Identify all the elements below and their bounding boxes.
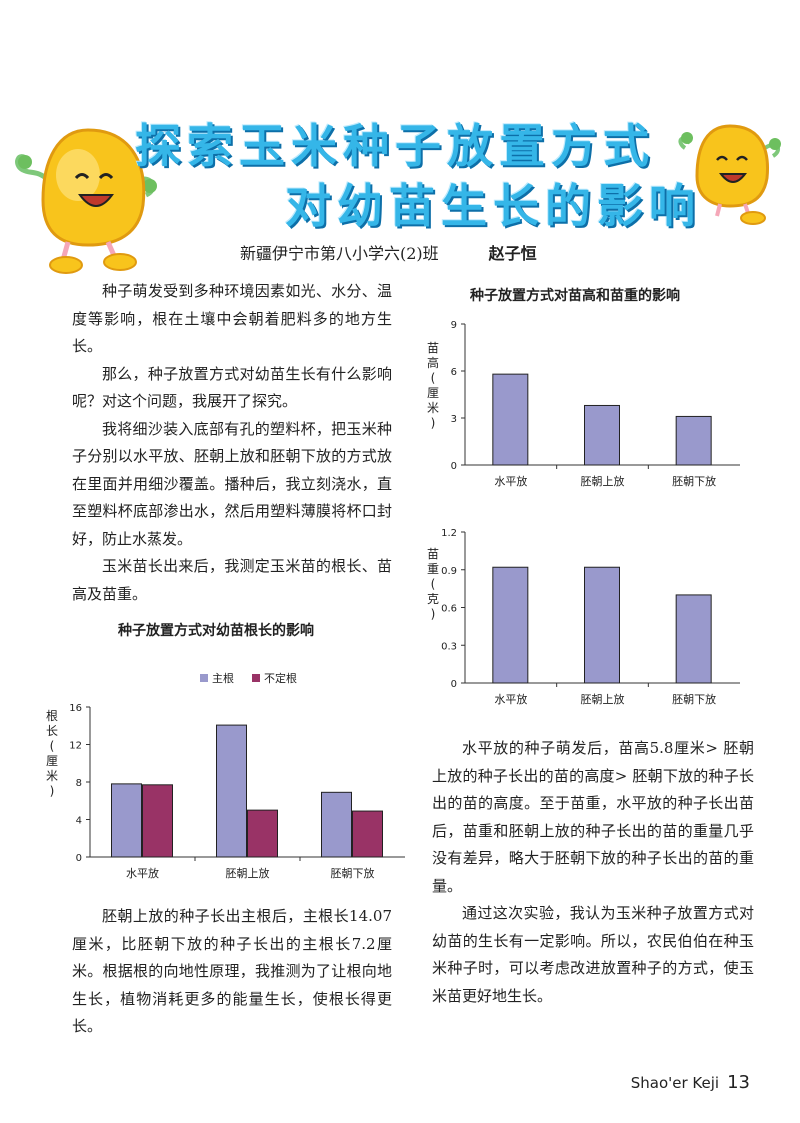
legend-swatch [200, 674, 208, 682]
bar [584, 404, 620, 466]
chart-seedling-height: 0 3 6 9 苗高(厘米) 水平放 胚朝上放 胚朝下放 [427, 320, 740, 488]
y-axis-label: 苗 [427, 341, 439, 355]
x-tick-label: 胚朝上放 [226, 866, 270, 880]
y-axis-label: ) [50, 784, 55, 798]
byline: 新疆伊宁市第八小学六(2)班 赵子恒 [240, 240, 537, 264]
title-line-2: 对幼苗生长的影响 [285, 179, 701, 233]
y-axis-label: 厘 [46, 754, 58, 768]
y-axis-label: 高 [427, 355, 439, 370]
y-tick-label: 9 [451, 320, 457, 331]
paragraph: 我将细沙装入底部有孔的塑料杯，把玉米种子分别以水平放、胚朝上放和胚朝下放的方式放… [72, 419, 392, 548]
bar [247, 809, 278, 858]
legend-label: 主根 [212, 671, 234, 685]
y-axis-label: 根 [46, 709, 58, 723]
right-column-text: 水平放的种子萌发后，苗高5.8厘米> 胚朝上放的种子长出的苗的高度> 胚朝下放的… [432, 735, 754, 1010]
y-tick-label: 16 [69, 703, 82, 714]
chart-title-root-length: 种子放置方式对幼苗根长的影响 [118, 623, 314, 639]
bar [352, 810, 383, 858]
paragraph: 通过这次实验，我认为玉米种子放置方式对幼苗的生长有一定影响。所以，农民伯伯在种玉… [432, 904, 754, 1005]
y-axis-label: ) [431, 607, 436, 621]
y-axis-label: 重 [427, 562, 439, 576]
paragraph: 水平放的种子萌发后，苗高5.8厘米> 胚朝上放的种子长出的苗的高度> 胚朝下放的… [432, 739, 754, 895]
x-tick-label: 胚朝下放 [672, 692, 716, 706]
bar [675, 415, 712, 466]
magazine-name: Shao'er Keji [630, 1074, 720, 1092]
y-tick-label: 8 [76, 778, 82, 789]
chart-seedling-weight: 0 0.3 0.6 0.9 1.2苗重(克) 水平放 胚朝上放 胚朝下放 [427, 528, 740, 706]
y-axis-label: ( [431, 371, 436, 385]
x-tick-label: 水平放 [494, 692, 527, 706]
y-tick-label: 3 [451, 414, 457, 425]
x-tick-label: 胚朝下放 [331, 866, 375, 880]
paragraph: 种子萌发受到多种环境因素如光、水分、温度等影响，根在土壤中会朝着肥料多的地方生长… [72, 282, 392, 355]
y-tick-label: 6 [451, 367, 457, 378]
left-column-text: 种子萌发受到多种环境因素如光、水分、温度等影响，根在土壤中会朝着肥料多的地方生长… [72, 278, 392, 608]
y-axis-label: 厘 [427, 386, 439, 400]
y-tick-label: 0.3 [441, 641, 457, 652]
y-tick-label: 0 [451, 679, 457, 690]
y-axis-label: 长 [46, 724, 58, 738]
y-axis-label: 克 [427, 592, 439, 606]
paragraph: 胚朝上放的种子长出主根后，主根长14.07厘米，比胚朝下放的种子长出的主根长7.… [72, 907, 392, 1035]
bar [492, 373, 529, 466]
y-axis-label: ( [50, 739, 55, 753]
corn-mascot-left [15, 128, 157, 274]
y-tick-label: 0.9 [441, 566, 457, 577]
page-number: 13 [727, 1072, 750, 1093]
x-tick-label: 水平放 [494, 474, 527, 488]
y-axis-label: ( [431, 577, 436, 591]
x-tick-label: 水平放 [126, 866, 159, 880]
title-line-1: 探索玉米种子放置方式 [135, 119, 655, 173]
bar [142, 784, 173, 858]
page-footer: Shao'er Keji 13 [631, 1072, 750, 1093]
corn-mascot-right [678, 124, 781, 225]
bar [216, 724, 247, 858]
chart-title-height-weight: 种子放置方式对苗高和苗重的影响 [470, 288, 680, 304]
y-axis-label: 米 [427, 401, 439, 415]
paragraph: 那么，种子放置方式对幼苗生长有什么影响呢？对这个问题，我展开了探究。 [72, 364, 392, 411]
x-tick-label: 胚朝上放 [581, 692, 625, 706]
y-axis-label: 苗 [427, 547, 439, 561]
y-axis-label: ) [431, 416, 436, 430]
bar [584, 566, 620, 684]
left-column-text-continued: 胚朝上放的种子长出主根后，主根长14.07厘米，比胚朝下放的种子长出的主根长7.… [72, 903, 392, 1041]
bar [675, 594, 712, 684]
y-tick-label: 0.6 [441, 604, 457, 615]
bar [492, 566, 529, 684]
chart-root-length: 0 4 8 12 16 根长(厘米) 水平放 胚朝上放 胚朝下放 主根 不定根 [46, 671, 405, 880]
legend-swatch [252, 674, 260, 682]
author: 赵子恒 [488, 244, 537, 263]
affiliation: 新疆伊宁市第八小学六(2)班 [240, 244, 439, 263]
y-tick-label: 12 [69, 741, 82, 752]
y-tick-label: 0 [451, 461, 457, 472]
x-tick-label: 胚朝下放 [672, 474, 716, 488]
y-axis-label: 米 [46, 769, 58, 783]
y-tick-label: 4 [76, 816, 82, 827]
y-tick-label: 1.2 [441, 528, 457, 539]
bar [111, 783, 142, 858]
x-tick-label: 胚朝上放 [581, 474, 625, 488]
paragraph: 玉米苗长出来后，我测定玉米苗的根长、苗高及苗重。 [72, 557, 392, 603]
bar [321, 791, 352, 858]
legend-label: 不定根 [264, 671, 297, 685]
y-tick-label: 0 [76, 853, 82, 864]
